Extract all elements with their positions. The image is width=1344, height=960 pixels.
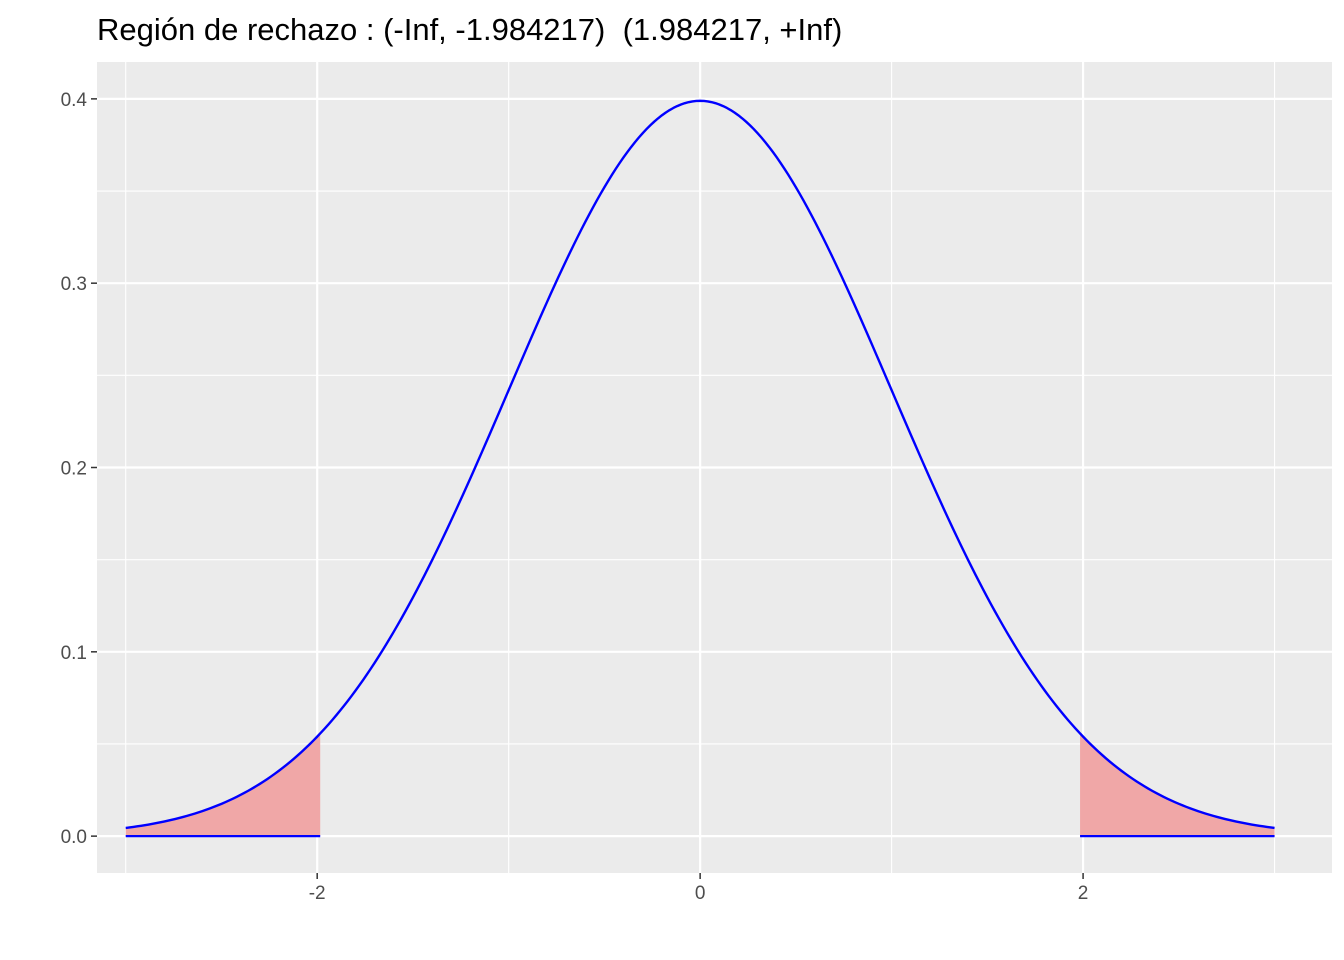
y-tick-label: 0.4 (61, 90, 88, 111)
axis-ticks: -2 0 2 0.0 0.1 0.2 0.3 0.4 (61, 90, 1089, 904)
y-tick-label: 0.1 (61, 643, 87, 664)
y-tick-label: 0.2 (61, 459, 87, 480)
rejection-region-fills (125, 733, 1275, 837)
density-curve-layer (125, 99, 1275, 838)
y-tick-label: 0.0 (61, 827, 87, 848)
rejection-region-right (1080, 733, 1275, 837)
major-gridlines (97, 62, 1332, 873)
chart-title: Región de rechazo : (-Inf, -1.984217) (1… (97, 12, 843, 47)
rejection-region-left (125, 733, 321, 837)
x-tick-label: 0 (695, 883, 706, 904)
x-tick-label: -2 (309, 883, 326, 904)
density-curve (125, 99, 1275, 830)
y-tick-label: 0.3 (61, 274, 87, 295)
x-tick-label: 2 (1078, 883, 1089, 904)
